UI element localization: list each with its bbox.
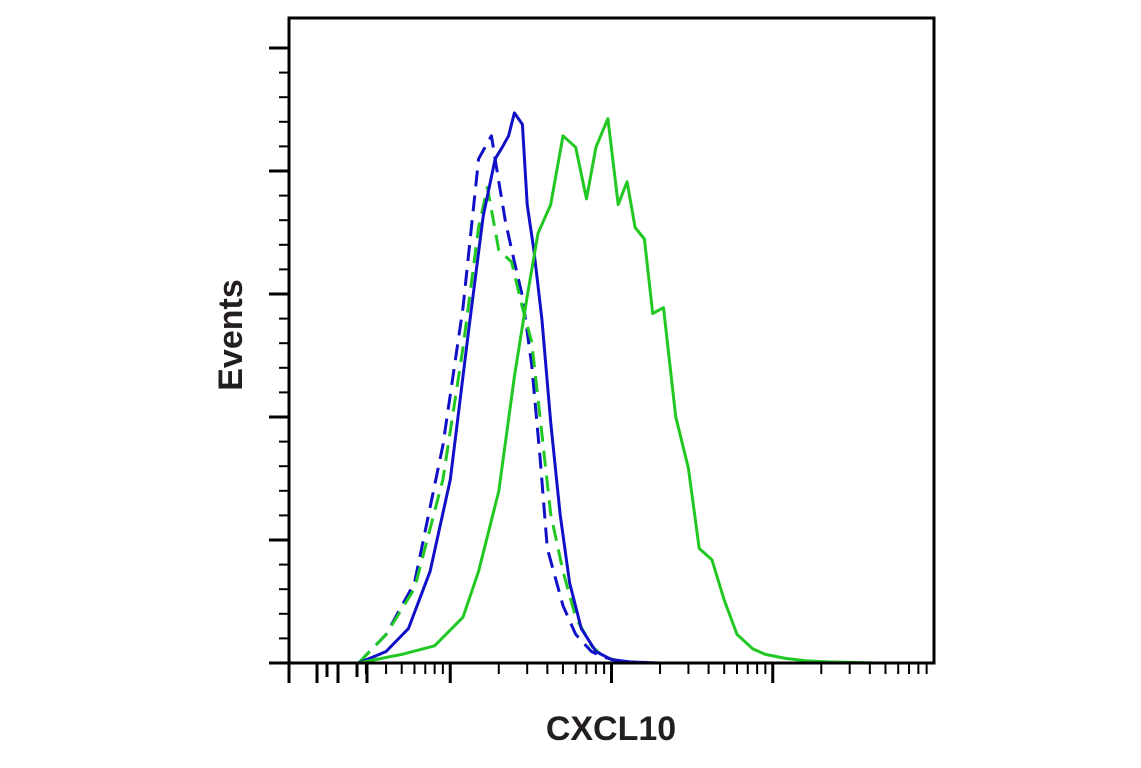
histogram-series-1-dashed bbox=[357, 134, 641, 665]
y-axis-ticks bbox=[269, 46, 289, 665]
histogram-series-4-solid bbox=[289, 117, 934, 665]
plot-frame bbox=[287, 16, 936, 665]
histogram-series-2-dashed bbox=[357, 185, 641, 665]
histogram-series-3-solid bbox=[358, 111, 661, 665]
x-axis-ticks bbox=[287, 663, 928, 683]
y-axis-title: Events bbox=[212, 279, 250, 391]
x-axis-title: CXCL10 bbox=[546, 710, 676, 748]
histogram-curves bbox=[289, 111, 934, 665]
